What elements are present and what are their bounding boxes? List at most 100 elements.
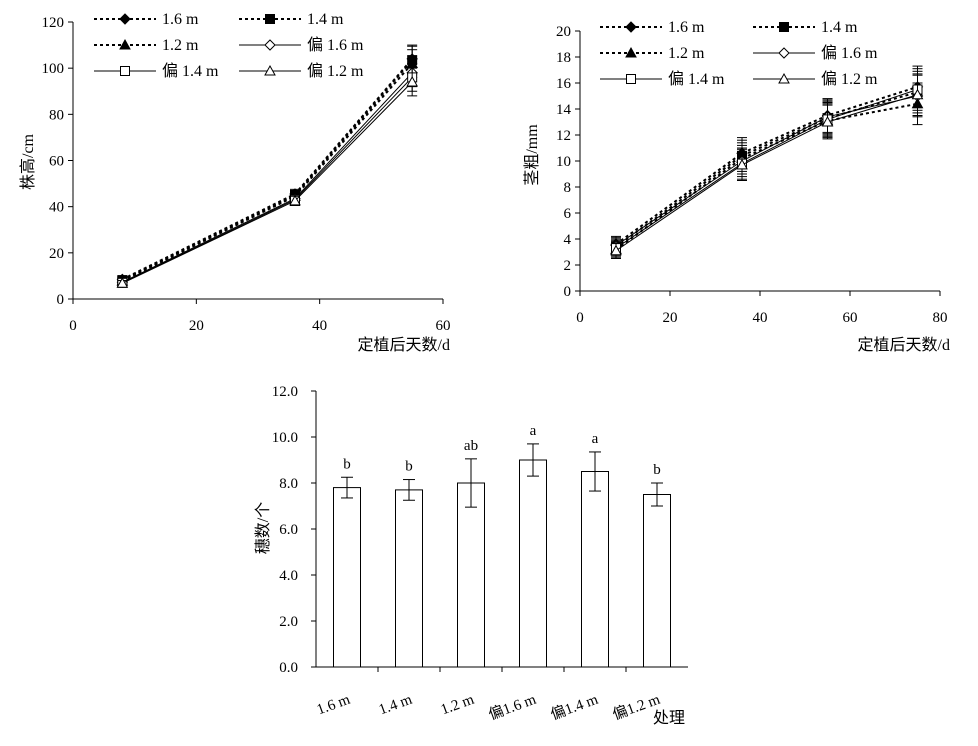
panicle-significance-label: a [530, 423, 537, 439]
stem-legend-label: 1.4 m [821, 19, 858, 36]
stem-series [610, 65, 924, 259]
height-legend-label: 偏 1.6 m [307, 36, 364, 54]
panicle-bar [333, 487, 361, 668]
height-legend-marker [265, 14, 275, 24]
stem-point [736, 158, 748, 170]
stem-point [911, 88, 924, 100]
stem-legend-marker [778, 72, 790, 84]
panicle-y-tick-label: 6.0 [279, 522, 298, 538]
stem-x-axis-label: 定植后天数/d [858, 336, 950, 354]
height-legend-marker [120, 66, 130, 76]
height-y-axis-label: 株高/cm [19, 133, 37, 190]
height-legend-label: 偏 1.4 m [162, 62, 219, 80]
height-series-line [121, 59, 413, 281]
height-x-tick-label: 60 [436, 318, 451, 334]
height-y-tick-label: 40 [49, 200, 64, 216]
stem-legend-marker [778, 47, 790, 59]
panicle-y-tick-label: 0.0 [279, 660, 298, 676]
stem-x-tick-label: 80 [933, 310, 948, 326]
panicle-bar [519, 459, 547, 668]
stem-y-tick-label: 12 [556, 128, 571, 144]
stem-y-tick-label: 14 [556, 102, 572, 118]
stem-series-line [615, 102, 918, 251]
stem-x-tick-label: 60 [843, 310, 858, 326]
stem-legend-marker [779, 22, 789, 32]
panicle-bar [643, 494, 671, 668]
stem-point [610, 244, 622, 256]
stem-legend-label: 1.6 m [668, 19, 705, 36]
height-x-tick-label: 0 [69, 318, 77, 334]
panicle-y-tick-label: 12.0 [272, 384, 298, 400]
stem-x-tick-label: 20 [663, 310, 678, 326]
height-point [406, 75, 419, 87]
panicle-y-tick-label: 2.0 [279, 614, 298, 630]
stem-y-tick-label: 8 [564, 180, 572, 196]
stem-legend-label: 偏 1.4 m [668, 70, 725, 88]
stem-series-line [615, 95, 918, 246]
panicle-y-tick-label: 4.0 [279, 568, 298, 584]
stem-y-tick-label: 10 [556, 154, 571, 170]
height-series-line [122, 72, 413, 283]
stem-chart: 0 2 4 6 8 10 12 14 16 18 20 0 20 40 60 80 1.6 m 1.4 m 1.2… [523, 19, 950, 354]
height-ticks: 0 20 40 60 80 100 120 0 20 40 60 [42, 15, 451, 334]
panicle-y-tick-label: 10.0 [272, 430, 298, 446]
stem-series-line [615, 85, 918, 246]
height-legend-label: 1.4 m [307, 11, 344, 28]
height-point [116, 277, 129, 288]
height-series-line [122, 77, 413, 284]
panicle-significance-label: b [343, 456, 351, 472]
panicle-significance-label: a [592, 431, 599, 447]
stem-ticks: 0 2 4 6 8 10 12 14 16 18 20 0 20 40 60 80 [556, 24, 948, 326]
stem-y-tick-label: 2 [564, 258, 572, 274]
stem-y-tick-label: 0 [564, 284, 572, 300]
height-legend-label: 偏 1.2 m [307, 62, 364, 80]
panicle-category-label: 1.6 m [315, 692, 353, 719]
panicle-bar [395, 489, 423, 668]
height-x-tick-label: 20 [189, 318, 204, 334]
height-x-tick-label: 40 [312, 318, 327, 334]
panicle-category-label: 偏1.4 m [548, 691, 600, 724]
height-y-tick-label: 120 [42, 15, 65, 31]
stem-legend-label: 偏 1.2 m [821, 70, 878, 88]
panicle-chart: 0.0 2.0 4.0 6.0 8.0 10.0 12.0 b 1.6 m b 1.4 m a b 1.… [254, 384, 688, 727]
height-series [116, 44, 419, 288]
height-y-tick-label: 20 [49, 246, 64, 262]
height-legend-label: 1.2 m [162, 37, 199, 54]
height-legend-marker [264, 64, 276, 76]
stem-y-tick-label: 18 [556, 50, 571, 66]
stem-series-line [615, 94, 918, 252]
stem-axes [579, 31, 940, 292]
panicle-axes [315, 391, 688, 668]
panicle-significance-label: b [653, 462, 661, 478]
panicle-significance-label: b [405, 459, 413, 475]
height-point [289, 194, 301, 206]
panicle-category-label: 1.4 m [377, 692, 415, 719]
stem-x-tick-label: 40 [753, 310, 768, 326]
panicle-category-label: 1.2 m [439, 692, 477, 719]
stem-series-line [615, 91, 918, 248]
stem-point [821, 115, 834, 127]
height-axes [72, 22, 443, 300]
height-chart: 0 20 40 60 80 100 120 0 20 40 60 1.6 m 1.4 m 1.2 m 偏 … [19, 11, 451, 354]
stem-legend-label: 偏 1.6 m [821, 44, 878, 62]
stem-legend-marker [625, 21, 637, 33]
panicle-y-tick-label: 8.0 [279, 476, 298, 492]
height-series-line [121, 58, 413, 281]
stem-legend: 1.6 m 1.4 m 1.2 m 偏 1.6 m 偏 1.4 m 偏 1.2 m [600, 19, 878, 88]
height-legend-marker [119, 13, 131, 25]
stem-y-axis-label: 茎粗/mm [523, 124, 541, 186]
stem-legend-label: 1.2 m [668, 45, 705, 62]
panicle-ticks: 0.0 2.0 4.0 6.0 8.0 10.0 12.0 [272, 384, 627, 676]
stem-y-tick-label: 20 [556, 24, 571, 40]
height-series-line [122, 81, 413, 284]
height-y-tick-label: 100 [42, 61, 65, 77]
stem-x-tick-label: 0 [576, 310, 584, 326]
height-series-line [121, 62, 413, 282]
stem-y-tick-label: 4 [564, 232, 572, 248]
height-legend-marker [119, 38, 131, 50]
height-y-tick-label: 80 [49, 107, 64, 123]
panicle-x-axis-label: 处理 [653, 709, 685, 727]
height-x-axis-label: 定植后天数/d [358, 336, 450, 354]
